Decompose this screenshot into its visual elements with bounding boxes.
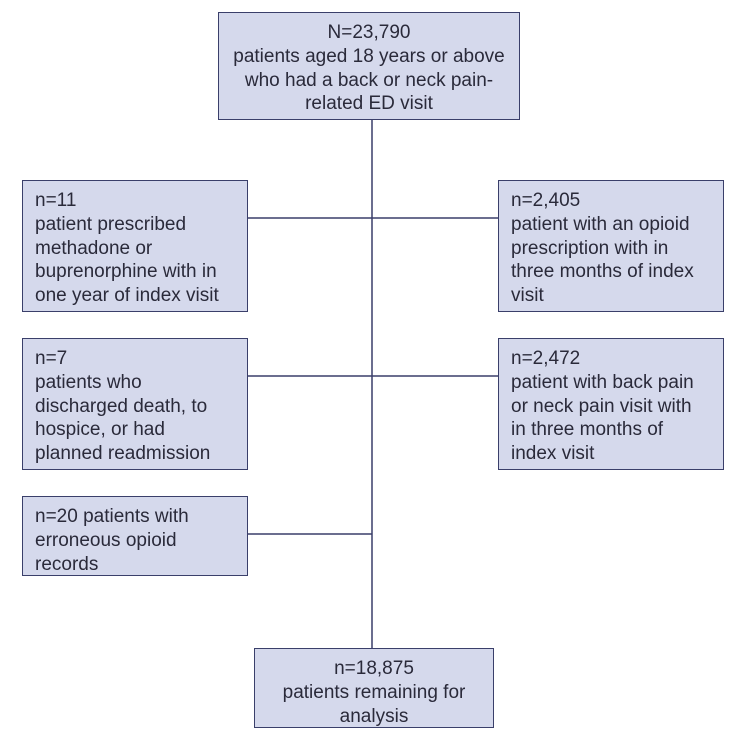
node-left-2: n=7patients who discharged death, to hos… [22,338,248,470]
node-bottom: n=18,875patients remaining for analysis [254,648,494,728]
node-left-1: n=11patient prescribed methadone or bupr… [22,180,248,312]
flowchart-canvas: N=23,790patients aged 18 years or above … [0,0,746,740]
node-top: N=23,790patients aged 18 years or above … [218,12,520,120]
node-left-3: n=20 patients with erroneous opioid reco… [22,496,248,576]
node-right-1: n=2,405patient with an opioid prescripti… [498,180,724,312]
node-right-2: n=2,472patient with back pain or neck pa… [498,338,724,470]
